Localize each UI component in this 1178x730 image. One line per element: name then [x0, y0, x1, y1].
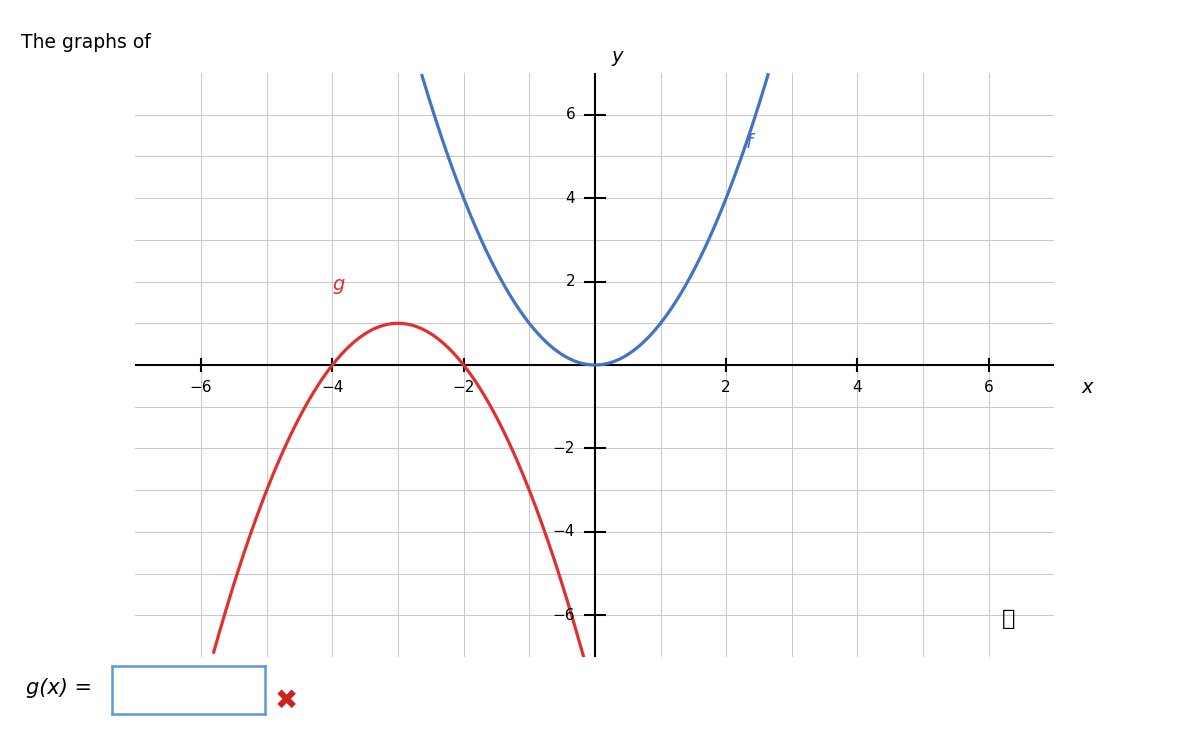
- Text: −2: −2: [552, 441, 575, 456]
- Text: 6: 6: [565, 107, 575, 122]
- Text: −4: −4: [322, 380, 344, 395]
- Text: 4: 4: [853, 380, 862, 395]
- Text: ✖: ✖: [274, 687, 298, 715]
- Text: −2: −2: [452, 380, 475, 395]
- Text: 2: 2: [565, 274, 575, 289]
- Text: −6: −6: [190, 380, 212, 395]
- Text: −6: −6: [552, 608, 575, 623]
- Text: ⓘ: ⓘ: [1001, 610, 1015, 629]
- Text: y: y: [611, 47, 623, 66]
- Text: 4: 4: [565, 191, 575, 206]
- Text: The graphs of: The graphs of: [21, 33, 157, 52]
- Text: g: g: [332, 275, 345, 294]
- Text: f: f: [746, 133, 753, 152]
- Text: −4: −4: [552, 524, 575, 539]
- Text: x: x: [1081, 377, 1093, 396]
- Text: g(x) =: g(x) =: [26, 678, 92, 699]
- Text: 2: 2: [721, 380, 732, 395]
- Text: 6: 6: [984, 380, 993, 395]
